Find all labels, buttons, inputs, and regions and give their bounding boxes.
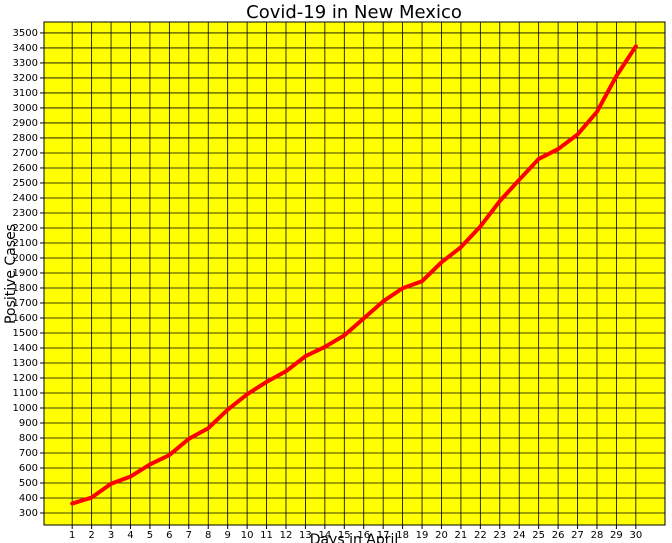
data-line — [70, 44, 638, 506]
y-tick-label: 2300 — [13, 208, 38, 219]
y-tick-label: 400 — [19, 493, 38, 504]
x-tick-label: 12 — [280, 530, 293, 541]
y-tick-label: 1500 — [13, 328, 38, 339]
x-tick-label: 6 — [166, 530, 172, 541]
y-tick-label: 3300 — [13, 58, 38, 69]
x-axis-label: Days in April — [310, 532, 399, 543]
x-tick-label: 25 — [532, 530, 545, 541]
x-tick-label: 1 — [69, 530, 75, 541]
y-tick-label: 1700 — [13, 298, 38, 309]
y-tick-label: 300 — [19, 508, 38, 519]
x-tick-label: 24 — [513, 530, 526, 541]
x-tick-label: 14 — [318, 530, 331, 541]
y-tick-label: 600 — [19, 463, 38, 474]
x-tick-label: 9 — [224, 530, 230, 541]
y-tick-label: 3100 — [13, 88, 38, 99]
y-tick-label: 3400 — [13, 43, 38, 54]
y-tick-label: 3500 — [13, 28, 38, 39]
x-tick-label: 30 — [629, 530, 642, 541]
y-tick-label: 1900 — [13, 268, 38, 279]
y-tick-label: 1400 — [13, 343, 38, 354]
y-tick-label: 2900 — [13, 118, 38, 129]
x-tick-label: 18 — [396, 530, 409, 541]
y-tick-label: 700 — [19, 448, 38, 459]
y-tick-label: 2500 — [13, 178, 38, 189]
x-tick-label: 2 — [88, 530, 94, 541]
y-tick-label: 1000 — [13, 403, 38, 414]
y-tick-label: 1300 — [13, 358, 38, 369]
x-tick-label: 29 — [610, 530, 623, 541]
chart-title: Covid-19 in New Mexico — [246, 2, 462, 23]
y-tick-label: 1200 — [13, 373, 38, 384]
x-tick-label: 10 — [241, 530, 254, 541]
x-tick-label: 7 — [186, 530, 192, 541]
y-tick-label: 1600 — [13, 313, 38, 324]
x-tick-label: 26 — [552, 530, 565, 541]
x-tick-label: 28 — [591, 530, 604, 541]
plot-frame — [43, 21, 666, 526]
y-axis-label: Positive Cases — [3, 224, 19, 324]
y-tick-label: 3200 — [13, 73, 38, 84]
y-tick-label: 800 — [19, 433, 38, 444]
x-tick-label: 3 — [108, 530, 114, 541]
x-tick-label: 22 — [474, 530, 487, 541]
x-tick-label: 23 — [493, 530, 506, 541]
x-tick-label: 20 — [435, 530, 448, 541]
y-tick-label: 500 — [19, 478, 38, 489]
y-tick-label: 2600 — [13, 163, 38, 174]
y-tick-label: 2800 — [13, 133, 38, 144]
x-tick-label: 17 — [377, 530, 390, 541]
x-tick-label: 8 — [205, 530, 211, 541]
y-tick-label: 1100 — [13, 388, 38, 399]
y-tick-label: 2200 — [13, 223, 38, 234]
y-tick-label: 3000 — [13, 103, 38, 114]
y-tick-label: 900 — [19, 418, 38, 429]
x-tick-label: 13 — [299, 530, 312, 541]
x-tick-label: 5 — [147, 530, 153, 541]
y-tick-label: 2000 — [13, 253, 38, 264]
x-tick-label: 19 — [416, 530, 429, 541]
x-tick-label: 11 — [260, 530, 273, 541]
x-tick-label: 15 — [338, 530, 351, 541]
x-tick-label: 27 — [571, 530, 584, 541]
x-tick-label: 16 — [357, 530, 370, 541]
plot-area — [44, 22, 665, 525]
y-tick-label: 2700 — [13, 148, 38, 159]
y-tick-label: 2400 — [13, 193, 38, 204]
x-tick-label: 21 — [455, 530, 468, 541]
x-tick-label: 4 — [127, 530, 133, 541]
y-tick-label: 2100 — [13, 238, 38, 249]
y-tick-label: 1800 — [13, 283, 38, 294]
